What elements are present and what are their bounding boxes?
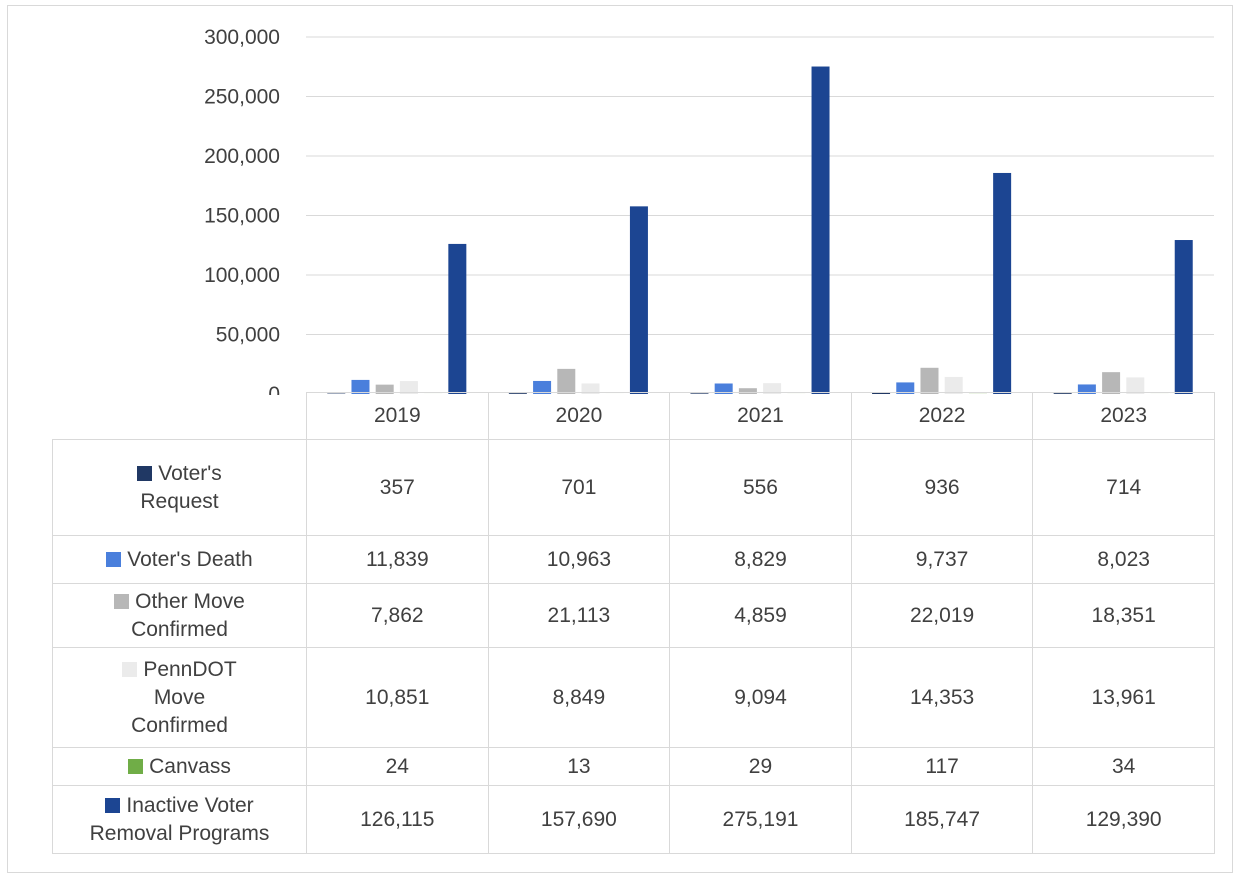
data-value: 8,023	[1032, 535, 1215, 584]
data-value: 7,862	[306, 583, 489, 648]
table-row: PennDOT Move ConfirmedPennDOTMoveConfirm…	[52, 647, 1215, 748]
data-value: 29	[669, 747, 852, 786]
data-value: 126,115	[306, 785, 489, 854]
bar-other-move-confirmed-2021	[738, 388, 757, 394]
bar-voter-s-death-2023	[1077, 384, 1096, 394]
bar-inactive-voter-removal-programs-2022	[993, 172, 1012, 394]
data-value: 357	[306, 439, 489, 536]
table-row: Inactive Voter Removal ProgramsInactive …	[52, 785, 1215, 854]
bar-penndot-move-confirmed-2023	[1126, 377, 1145, 394]
data-value: 13,961	[1032, 647, 1215, 748]
y-tick-label: 150,000	[204, 205, 280, 228]
data-value: 714	[1032, 439, 1215, 536]
bar-chart: 0 50,000 100,000 150,000 200,000 250,000 300,0…	[204, 26, 1214, 395]
data-value: 21,113	[487, 583, 671, 648]
data-value: 14,353	[850, 647, 1034, 748]
legend-line: Confirmed	[131, 713, 228, 737]
data-value: 18,351	[1032, 583, 1215, 648]
category-label: 2023	[1032, 392, 1215, 440]
y-tick-label: 300,000	[204, 26, 280, 49]
table-row: Other Move ConfirmedOther MoveConfirmed7…	[52, 583, 1215, 648]
table-row: CanvassCanvass24132911734	[52, 747, 1215, 786]
data-value: 34	[1032, 747, 1215, 786]
data-value: 157,690	[487, 785, 671, 854]
legend-swatch	[128, 758, 144, 774]
data-value: 275,191	[669, 785, 852, 854]
data-value: 185,747	[850, 785, 1034, 854]
category-label: 2019	[306, 392, 489, 440]
bar-penndot-move-confirmed-2021	[763, 383, 782, 394]
bar-inactive-voter-removal-programs-2019	[448, 243, 467, 394]
y-tick-label: 50,000	[216, 324, 280, 347]
y-tick-label: 100,000	[204, 264, 280, 287]
category-label: 2021	[669, 392, 852, 440]
legend-line: Voter's	[53, 460, 306, 488]
bar-other-move-confirmed-2019	[375, 384, 394, 394]
legend-line: Request	[140, 489, 219, 513]
data-value: 9,094	[669, 647, 852, 748]
bar-other-move-confirmed-2023	[1102, 372, 1121, 394]
bar-voter-s-death-2019	[351, 379, 370, 394]
legend-entry: CanvassCanvass	[52, 747, 307, 786]
legend-line: Voter's Death	[53, 546, 306, 574]
data-value: 701	[487, 439, 671, 536]
bar-inactive-voter-removal-programs-2023	[1174, 240, 1193, 394]
legend-swatch	[122, 661, 138, 677]
legend-entry: Inactive Voter Removal ProgramsInactive …	[52, 785, 307, 854]
category-label: 2020	[487, 392, 671, 440]
bar-penndot-move-confirmed-2019	[399, 381, 418, 394]
bar-other-move-confirmed-2020	[557, 368, 576, 394]
data-value: 10,963	[487, 535, 671, 584]
legend-line: PennDOT	[53, 656, 306, 684]
y-tick-label: 200,000	[204, 145, 280, 168]
legend-swatch	[137, 465, 153, 481]
bar-penndot-move-confirmed-2022	[944, 376, 963, 394]
data-value: 22,019	[850, 583, 1034, 648]
legend-line: Removal Programs	[89, 821, 270, 845]
category-label: 2022	[850, 392, 1034, 440]
legend-swatch	[114, 593, 130, 609]
data-value: 9,737	[850, 535, 1034, 584]
bar-inactive-voter-removal-programs-2021	[811, 66, 830, 395]
table-corner	[53, 393, 307, 440]
data-value: 11,839	[306, 535, 489, 584]
legend-line: Inactive Voter	[53, 792, 306, 820]
table-row: Voter's DeathVoter's Death11,83910,9638,…	[52, 535, 1215, 584]
chart-frame	[7, 5, 1233, 873]
data-value: 936	[850, 439, 1034, 536]
data-value: 10,851	[306, 647, 489, 748]
data-value: 8,849	[487, 647, 671, 748]
bar-voter-s-death-2020	[533, 380, 552, 394]
bar-voter-s-death-2022	[896, 382, 915, 394]
data-value: 129,390	[1032, 785, 1215, 854]
legend-swatch	[106, 551, 122, 567]
bar-other-move-confirmed-2022	[920, 367, 939, 394]
legend-line: Canvass	[53, 753, 306, 781]
data-value: 8,829	[669, 535, 852, 584]
legend-line: Other Move	[53, 588, 306, 616]
legend-entry: Voter's DeathVoter's Death	[52, 535, 307, 584]
bar-penndot-move-confirmed-2020	[581, 383, 600, 394]
legend-swatch	[105, 797, 121, 813]
y-tick-label: 250,000	[204, 86, 280, 109]
legend-entry: PennDOT Move ConfirmedPennDOTMoveConfirm…	[52, 647, 307, 748]
bar-inactive-voter-removal-programs-2020	[629, 206, 648, 394]
legend-line: Move	[153, 685, 206, 709]
data-value: 117	[850, 747, 1034, 786]
data-value: 13	[487, 747, 671, 786]
table-row: Voter's RequestVoter'sRequest35770155693…	[52, 439, 1215, 536]
data-value: 4,859	[669, 583, 852, 648]
bar-voter-s-death-2021	[714, 383, 733, 394]
data-value: 24	[306, 747, 489, 786]
data-value: 556	[669, 439, 852, 536]
y-tick-label: 0	[268, 383, 280, 395]
legend-line: Confirmed	[131, 617, 228, 641]
